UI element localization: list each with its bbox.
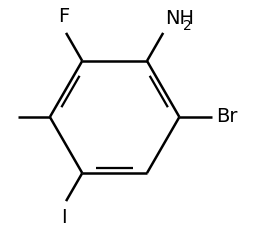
Text: I: I [61,208,67,227]
Text: NH: NH [166,9,195,28]
Text: F: F [58,7,69,26]
Text: 2: 2 [183,19,191,33]
Text: Br: Br [216,107,238,127]
